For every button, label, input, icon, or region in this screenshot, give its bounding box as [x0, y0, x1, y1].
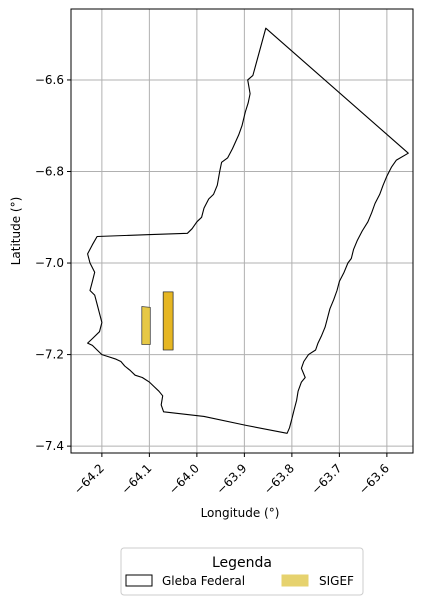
- map-polygons: [87, 27, 409, 434]
- sigef-parcel-1: [141, 306, 151, 345]
- legend-swatch-sigef: [281, 574, 309, 587]
- y-tick-label: −7.0: [35, 256, 64, 270]
- y-tick-label: −7.4: [35, 439, 64, 453]
- gridlines: [71, 9, 413, 453]
- gleba-federal-boundary: [87, 27, 409, 434]
- axes-frame: [70, 8, 414, 454]
- y-tick-labels: −6.6 −6.8 −7.0 −7.2 −7.4: [35, 73, 64, 453]
- legend: Legenda Gleba Federal SIGEF: [120, 547, 364, 596]
- sigef-parcel-2: [162, 291, 174, 351]
- legend-swatch-gleba-federal: [125, 574, 153, 587]
- y-tick-label: −7.2: [35, 348, 64, 362]
- y-tick-label: −6.8: [35, 164, 64, 178]
- x-axis-label: Longitude (°): [201, 506, 280, 520]
- y-axis-label: Latitude (°): [9, 197, 23, 266]
- axis-ticks: [67, 79, 388, 457]
- y-tick-label: −6.6: [35, 73, 64, 87]
- legend-title: Legenda: [212, 555, 272, 571]
- legend-label-sigef: SIGEF: [319, 574, 354, 588]
- legend-label-gleba-federal: Gleba Federal: [162, 574, 245, 588]
